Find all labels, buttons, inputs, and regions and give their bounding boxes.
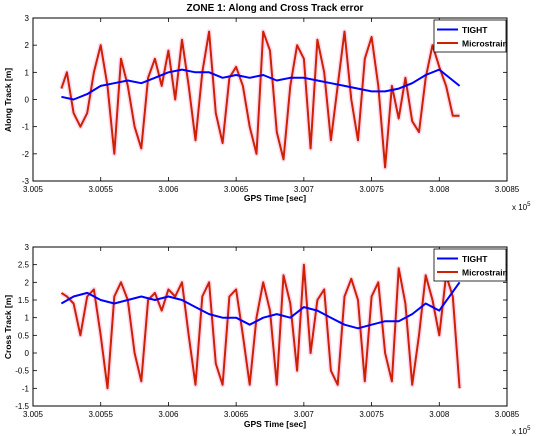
- series-lines: [60, 262, 463, 391]
- y-tick-label: -3: [22, 177, 30, 186]
- x-multiplier-base: x 10: [512, 203, 528, 212]
- y-tick-label: 0: [25, 349, 30, 358]
- y-axis: -1.5 -1 -0.5 0 0.5 1 1.5 2 2.5 3: [15, 243, 507, 411]
- x-tick-label: 3.0075: [359, 410, 384, 419]
- x-tick-label: 3.007: [294, 185, 315, 194]
- legend-label-tight: TIGHT: [462, 254, 488, 264]
- x-tick-label: 3.0075: [359, 185, 384, 194]
- series-line-tight: [61, 68, 461, 101]
- y-tick-label: 2.5: [18, 261, 30, 270]
- legend: TIGHT Microstrain: [433, 19, 508, 53]
- legend-box: [433, 19, 507, 53]
- x-tick-label: 3.006: [158, 185, 179, 194]
- cross-track-panel: -1.5 -1 -0.5 0 0.5 1 1.5 2 2.5 3 3.005 3.0055 3.006…: [3, 243, 531, 436]
- legend-label-tight: TIGHT: [462, 25, 488, 35]
- chart-title: ZONE 1: Along and Cross Track error: [187, 3, 364, 14]
- x-multiplier: x 105: [512, 426, 531, 436]
- y-tick-label: 1: [25, 68, 30, 77]
- y-tick-label: 3: [25, 14, 30, 23]
- y-tick-label: -2: [22, 150, 30, 159]
- y-tick-label: 1.5: [18, 296, 30, 305]
- x-tick-label: 3.0065: [224, 410, 249, 419]
- y-tick-label: 0.5: [18, 331, 30, 340]
- y-tick-label: -1: [22, 384, 30, 393]
- y-tick-label: 2: [25, 41, 30, 50]
- y-tick-label: 1: [25, 314, 30, 323]
- legend-label-microstrain: Microstrain: [462, 268, 508, 278]
- x-tick-label: 3.007: [294, 410, 315, 419]
- x-tick-label: 3.006: [158, 410, 179, 419]
- x-tick-label: 3.005: [23, 185, 44, 194]
- x-axis: 3.005 3.0055 3.006 3.0065 3.007 3.0075 3.008 3.…: [23, 18, 520, 194]
- x-tick-label: 3.0085: [495, 185, 520, 194]
- along-track-panel: ZONE 1: Along and Cross Track error -3 -2…: [3, 3, 531, 212]
- x-tick-label: 3.0065: [224, 185, 249, 194]
- x-tick-label: 3.0055: [88, 185, 113, 194]
- x-tick-label: 3.005: [23, 410, 44, 419]
- x-multiplier-exponent: 5: [527, 202, 531, 208]
- x-tick-label: 3.0055: [88, 410, 113, 419]
- plot-area: [32, 17, 508, 182]
- y-tick-label: 3: [25, 243, 30, 252]
- y-tick-label: 0: [25, 96, 30, 105]
- series-line-microstrain: [60, 263, 461, 390]
- x-tick-label: 3.0085: [495, 410, 520, 419]
- y-axis: -3 -2 -1 0 1 2 3: [22, 14, 507, 186]
- y-axis-label: Along Track [m]: [3, 68, 13, 132]
- series-lines: [59, 29, 461, 170]
- x-tick-label: 3.008: [429, 410, 450, 419]
- y-tick-label: -1: [22, 123, 30, 132]
- x-axis: 3.005 3.0055 3.006 3.0065 3.007 3.0075 3.008 3.…: [23, 247, 520, 419]
- x-axis-label: GPS Time [sec]: [244, 193, 306, 203]
- x-multiplier-base: x 10: [512, 427, 528, 436]
- y-tick-label: -1.5: [15, 402, 29, 411]
- y-tick-label: 2: [25, 278, 30, 287]
- legend-box: [433, 248, 507, 282]
- legend-label-microstrain: Microstrain: [462, 39, 508, 49]
- x-multiplier: x 105: [512, 202, 531, 212]
- x-axis-label: GPS Time [sec]: [244, 419, 306, 429]
- x-multiplier-exponent: 5: [527, 426, 531, 432]
- y-tick-label: -0.5: [15, 367, 29, 376]
- series-line-tight: [60, 281, 461, 330]
- y-axis-label: Cross Track [m]: [3, 295, 13, 359]
- x-tick-label: 3.008: [429, 185, 450, 194]
- legend: TIGHT Microstrain: [433, 248, 508, 282]
